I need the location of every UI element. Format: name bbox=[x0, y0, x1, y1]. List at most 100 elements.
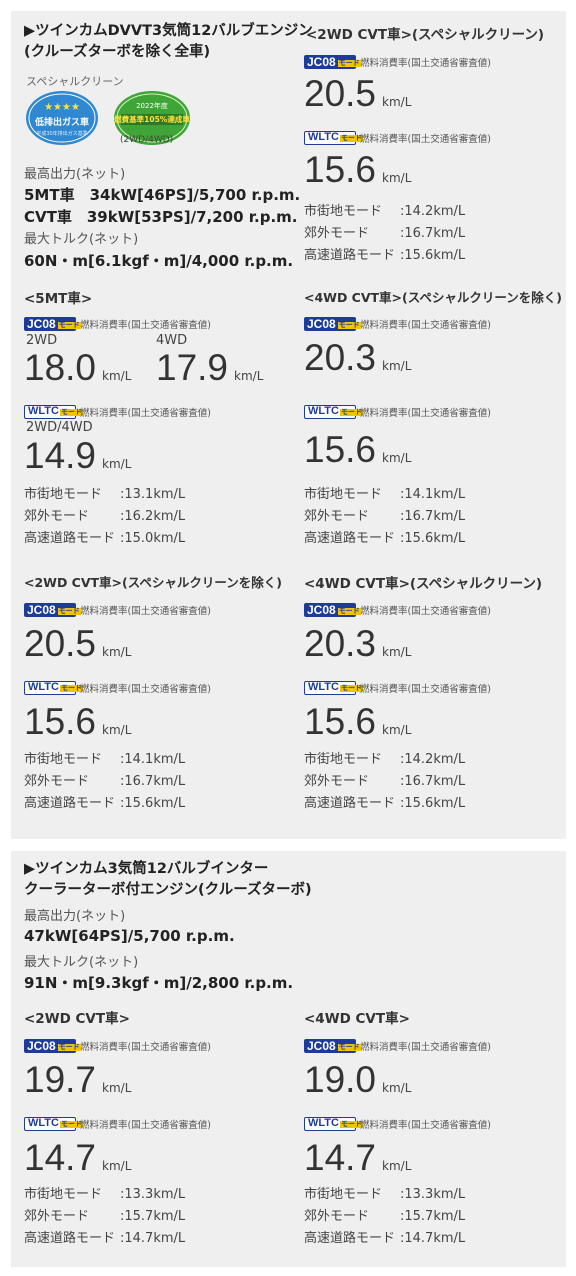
output-5mt: 5MT車 34kW[46PS]/5,700 r.p.m. bbox=[24, 186, 301, 204]
mode-labels-highway: 高速道路モード bbox=[304, 248, 396, 263]
cvt4wd-special-jc08: 20.3 km/L bbox=[304, 623, 411, 665]
unit: km/L bbox=[382, 95, 412, 109]
unit: km/L bbox=[382, 171, 412, 185]
badges-mode: モード bbox=[337, 321, 361, 329]
wltc-badge: WLTC モード bbox=[24, 680, 83, 695]
fuel-badge-text: 燃費基準105%達成車 bbox=[114, 115, 190, 124]
cvt2wd-exspecial-mode-list: 市街地モード:14.1km/L 郊外モード:16.7km/L 高速道路モード:1… bbox=[24, 749, 185, 815]
turbo2wd-title: <2WD CVT車> bbox=[24, 1011, 130, 1027]
cvt2wd-exspecial-city: :14.1km/L bbox=[120, 752, 186, 767]
badges-mode: モード bbox=[337, 607, 361, 615]
badges-jc08: JC08 bbox=[27, 316, 56, 331]
mode-labels-city: 市街地モード bbox=[304, 487, 383, 502]
wltc-badge: WLTC モード bbox=[24, 404, 83, 419]
badges-mode: モード bbox=[339, 408, 363, 416]
cvt4wd-special-wltc-value: 15.6 bbox=[304, 701, 377, 742]
cvt4wd-exspecial-suburb: :16.7km/L bbox=[400, 509, 466, 524]
jc08-badge: JC08 モード bbox=[304, 316, 361, 331]
cvt2wd-special-wltc: 15.6 km/L bbox=[304, 149, 411, 191]
cvt2wd-exspecial-jc08-row: JC08 モード燃料消費率(国土交通省審査値) bbox=[24, 599, 211, 618]
mode-labels-highway: 高速道路モード bbox=[24, 796, 116, 811]
mt5-jc08-4wd-value: 17.9 bbox=[156, 347, 229, 388]
badge-desc: 燃料消費率(国土交通省審査値) bbox=[360, 133, 491, 145]
mt5-2wd-label: 2WD bbox=[26, 333, 58, 348]
wltc-badge: WLTC モード bbox=[304, 404, 363, 419]
badges-mode: モード bbox=[337, 59, 361, 67]
mt5-wltc-value: 14.9 bbox=[24, 435, 97, 476]
turbo4wd-wltc-row: WLTC モード燃料消費率(国土交通省審査値) bbox=[304, 1113, 491, 1132]
cvt2wd-special-city: :14.2km/L bbox=[400, 204, 466, 219]
badges-wltc: WLTC bbox=[308, 680, 339, 693]
cvt4wd-exspecial-jc08: 20.3 km/L bbox=[304, 337, 411, 379]
jc08-badge: JC08 モード bbox=[24, 1038, 81, 1053]
badges-jc08: JC08 bbox=[307, 602, 336, 617]
turbo2wd-highway: :14.7km/L bbox=[120, 1231, 186, 1246]
cvt2wd-exspecial-jc08-value: 20.5 bbox=[24, 623, 97, 664]
mt5-mode-list: 市街地モード:13.1km/L 郊外モード:16.2km/L 高速道路モード:1… bbox=[24, 484, 185, 550]
mode-labels-city: 市街地モード bbox=[304, 204, 383, 219]
badges-mode: モード bbox=[59, 408, 83, 416]
engine1-title-line1: ▶ツインカムDVVT3気筒12バルブエンジン bbox=[24, 23, 313, 39]
cvt4wd-exspecial-jc08-row: JC08 モード燃料消費率(国土交通省審査値) bbox=[304, 313, 491, 332]
highway-mode-label: 高速道路モード bbox=[24, 531, 116, 546]
cvt4wd-exspecial-city: :14.1km/L bbox=[400, 487, 466, 502]
engine2-max-torque-label: 最大トルク(ネット) bbox=[24, 955, 139, 970]
unit-label: km/L bbox=[102, 369, 132, 383]
fuel-badge-year: 2022年度 bbox=[136, 102, 168, 110]
jc08-badge: JC08 モード bbox=[304, 54, 361, 69]
jc08-badge: JC08 モード bbox=[304, 602, 361, 617]
cvt2wd-special-jc08-value: 20.5 bbox=[304, 73, 377, 114]
svg-text:平成30年排出ガス基準: 平成30年排出ガス基準 bbox=[36, 130, 87, 137]
mode-labels-city: 市街地モード bbox=[304, 752, 383, 767]
engine2-torque: 91N・m[9.3kgf・m]/2,800 r.p.m. bbox=[24, 974, 294, 992]
badge-desc: 燃料消費率(国土交通省審査値) bbox=[80, 683, 211, 695]
badge-desc: 燃料消費率(国土交通省審査値) bbox=[360, 319, 491, 331]
badge-note: (2WD/4WD) bbox=[120, 135, 174, 145]
mt5-title: <5MT車> bbox=[24, 291, 93, 307]
mt5-suburb-value: :16.2km/L bbox=[120, 509, 186, 524]
turbo4wd-highway: :14.7km/L bbox=[400, 1231, 466, 1246]
mt5-wltc: 14.9 km/L bbox=[24, 435, 131, 477]
jc08-badge: JC08 モード bbox=[24, 316, 81, 331]
mt5-jc08-2wd-value: 18.0 bbox=[24, 347, 97, 388]
badges-mode: モード bbox=[59, 1120, 83, 1128]
cvt4wd-special-jc08-value: 20.3 bbox=[304, 623, 377, 664]
mt5-wltc-row: WLTC モード燃料消費率(国土交通省審査値) bbox=[24, 401, 211, 420]
badge-desc: 燃料消費率(国土交通省審査値) bbox=[360, 683, 491, 695]
cvt4wd-exspecial-wltc: 15.6 km/L bbox=[304, 429, 411, 471]
turbo4wd-wltc-value: 14.7 bbox=[304, 1137, 377, 1178]
jc08-badge: JC08 モード bbox=[304, 1038, 361, 1053]
turbo2wd-city: :13.3km/L bbox=[120, 1187, 186, 1202]
mt5-jc08-row: JC08 モード燃料消費率(国土交通省審査値) bbox=[24, 313, 211, 332]
badges-jc08: JC08 bbox=[307, 1038, 336, 1053]
fuel-standard-badge: 2022年度 燃費基準105%達成車 bbox=[113, 90, 191, 146]
output-cvt: CVT車 39kW[53PS]/7,200 r.p.m. bbox=[24, 208, 298, 226]
cvt4wd-exspecial-wltc-value: 15.6 bbox=[304, 429, 377, 470]
turbo2wd-wltc-value: 14.7 bbox=[24, 1137, 97, 1178]
mode-labels-highway: 高速道路モード bbox=[304, 796, 396, 811]
unit: km/L bbox=[102, 723, 132, 737]
badge-desc: 燃料消費率(国土交通省審査値) bbox=[80, 319, 211, 331]
badges-wltc: WLTC bbox=[28, 1116, 59, 1129]
mode-labels-city: 市街地モード bbox=[304, 1187, 383, 1202]
mt5-4wd-label: 4WD bbox=[156, 333, 188, 348]
cvt2wd-special-title: <2WD CVT車>(スペシャルクリーン) bbox=[306, 27, 545, 43]
turbo4wd-city: :13.3km/L bbox=[400, 1187, 466, 1202]
unit-label: km/L bbox=[234, 369, 264, 383]
engine1-title: ▶ツインカムDVVT3気筒12バルブエンジン (クルーズターボを除く全車) bbox=[24, 21, 313, 63]
engine1-title-line2: (クルーズターボを除く全車) bbox=[24, 44, 211, 60]
badge-desc: 燃料消費率(国土交通省審査値) bbox=[80, 1041, 211, 1053]
badge-desc: 燃料消費率(国土交通省審査値) bbox=[80, 1119, 211, 1131]
cvt2wd-exspecial-suburb: :16.7km/L bbox=[120, 774, 186, 789]
cvt2wd-exspecial-wltc: 15.6 km/L bbox=[24, 701, 131, 743]
turbo2wd-suburb: :15.7km/L bbox=[120, 1209, 186, 1224]
engine2-panel: ▶ツインカム3気筒12バルブインター クーラーターボ付エンジン(クルーズターボ)… bbox=[11, 851, 566, 1267]
low-emission-badge-text: 低排出ガス車 bbox=[34, 118, 89, 128]
cvt2wd-exspecial-wltc-value: 15.6 bbox=[24, 701, 97, 742]
mt5-jc08-4wd: 17.9 km/L bbox=[156, 347, 263, 389]
badges-wltc: WLTC bbox=[28, 404, 59, 417]
cvt4wd-special-wltc-row: WLTC モード燃料消費率(国土交通省審査値) bbox=[304, 677, 491, 696]
mode-labels-suburb: 郊外モード bbox=[304, 1209, 370, 1224]
cvt4wd-special-suburb: :16.7km/L bbox=[400, 774, 466, 789]
engine2-title: ▶ツインカム3気筒12バルブインター クーラーターボ付エンジン(クルーズターボ) bbox=[24, 859, 312, 901]
